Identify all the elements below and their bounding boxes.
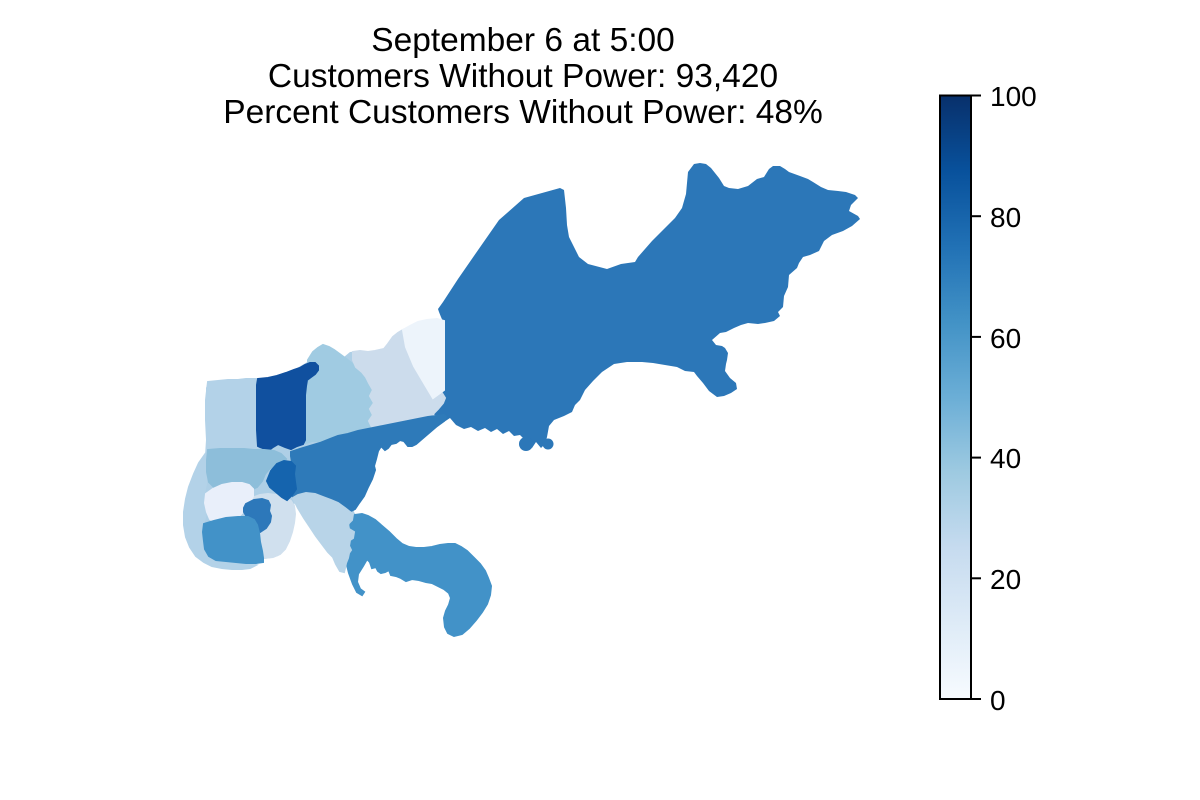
- svg-text:100: 100: [990, 81, 1037, 112]
- svg-text:0: 0: [990, 685, 1006, 716]
- svg-text:20: 20: [990, 564, 1021, 595]
- svg-text:40: 40: [990, 443, 1021, 474]
- svg-text:80: 80: [990, 202, 1021, 233]
- svg-text:60: 60: [990, 323, 1021, 354]
